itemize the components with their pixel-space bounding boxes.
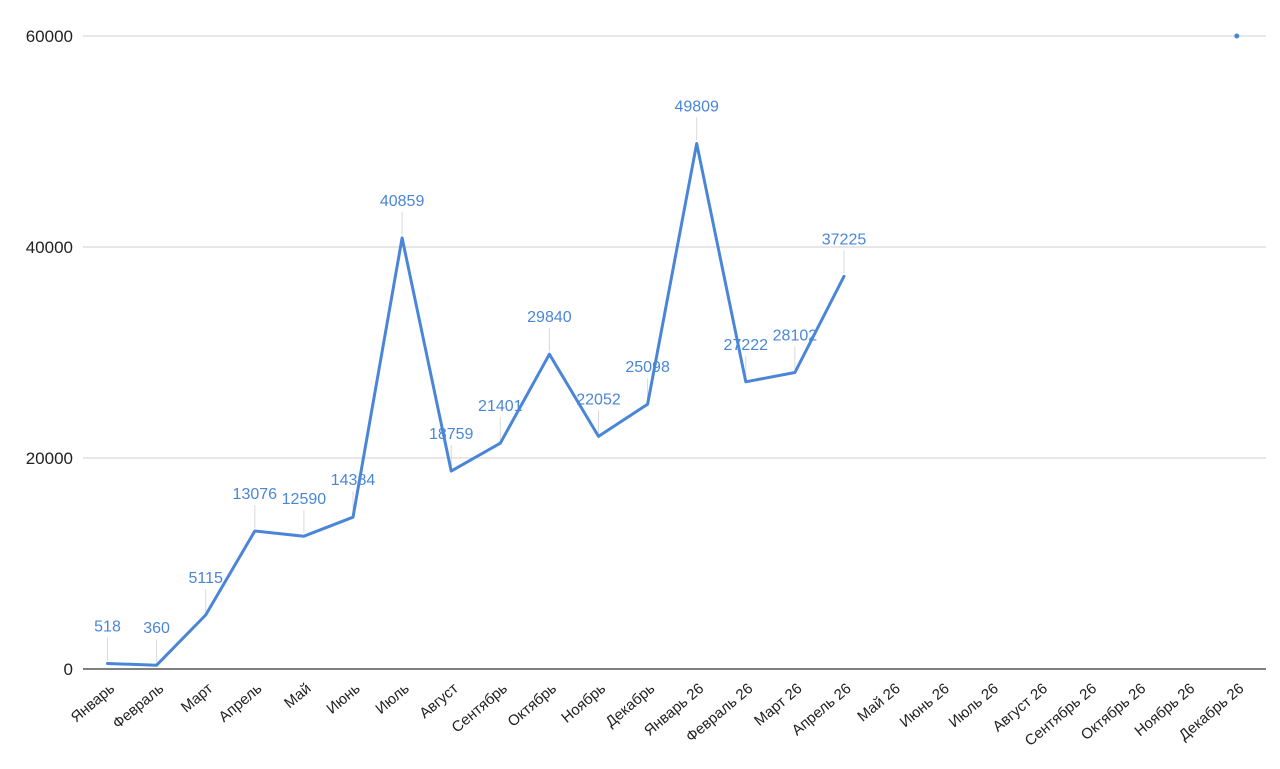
- x-tick-label: Февраль: [110, 680, 168, 732]
- data-label: 13076: [233, 486, 278, 503]
- x-tick-label: Май: [281, 680, 314, 712]
- data-label: 40859: [380, 193, 425, 210]
- data-point: [1234, 33, 1240, 39]
- y-axis-tick-labels: 0 20000 40000 60000: [26, 27, 73, 679]
- data-label: 18759: [429, 426, 474, 443]
- y-gridlines: [83, 35, 1266, 670]
- x-tick-label: Август: [416, 680, 462, 722]
- y-tick-label: 20000: [26, 449, 73, 468]
- x-tick-label: Октябрь: [505, 680, 561, 731]
- x-tick-label: Март: [178, 680, 217, 716]
- x-tick-label: Сентябрь: [448, 680, 511, 736]
- data-label: 5115: [188, 570, 223, 587]
- data-label: 22052: [576, 391, 621, 408]
- series-line: [108, 36, 1237, 665]
- y-tick-label: 60000: [26, 27, 73, 46]
- data-label: 360: [143, 620, 170, 637]
- data-label: 25098: [625, 359, 670, 376]
- x-tick-label: Ноябрь: [558, 680, 609, 727]
- y-tick-label: 40000: [26, 238, 73, 257]
- data-label: 27222: [724, 337, 769, 354]
- data-label: 12590: [282, 491, 327, 508]
- x-tick-label: Апрель: [215, 680, 265, 726]
- x-tick-label: Июнь: [323, 680, 363, 718]
- y-tick-label: 0: [64, 660, 73, 679]
- data-label: 49809: [674, 99, 719, 116]
- x-tick-label: Июль: [372, 680, 412, 718]
- data-label-leaders: [107, 117, 845, 663]
- data-label: 37225: [822, 231, 867, 248]
- x-tick-label: Июнь 26: [897, 680, 953, 731]
- data-label: 28102: [773, 328, 818, 345]
- data-label: 518: [94, 619, 121, 636]
- data-points: [1234, 33, 1240, 39]
- data-label: 14384: [331, 472, 376, 489]
- data-label: 29840: [527, 309, 572, 326]
- data-label: 21401: [478, 398, 523, 415]
